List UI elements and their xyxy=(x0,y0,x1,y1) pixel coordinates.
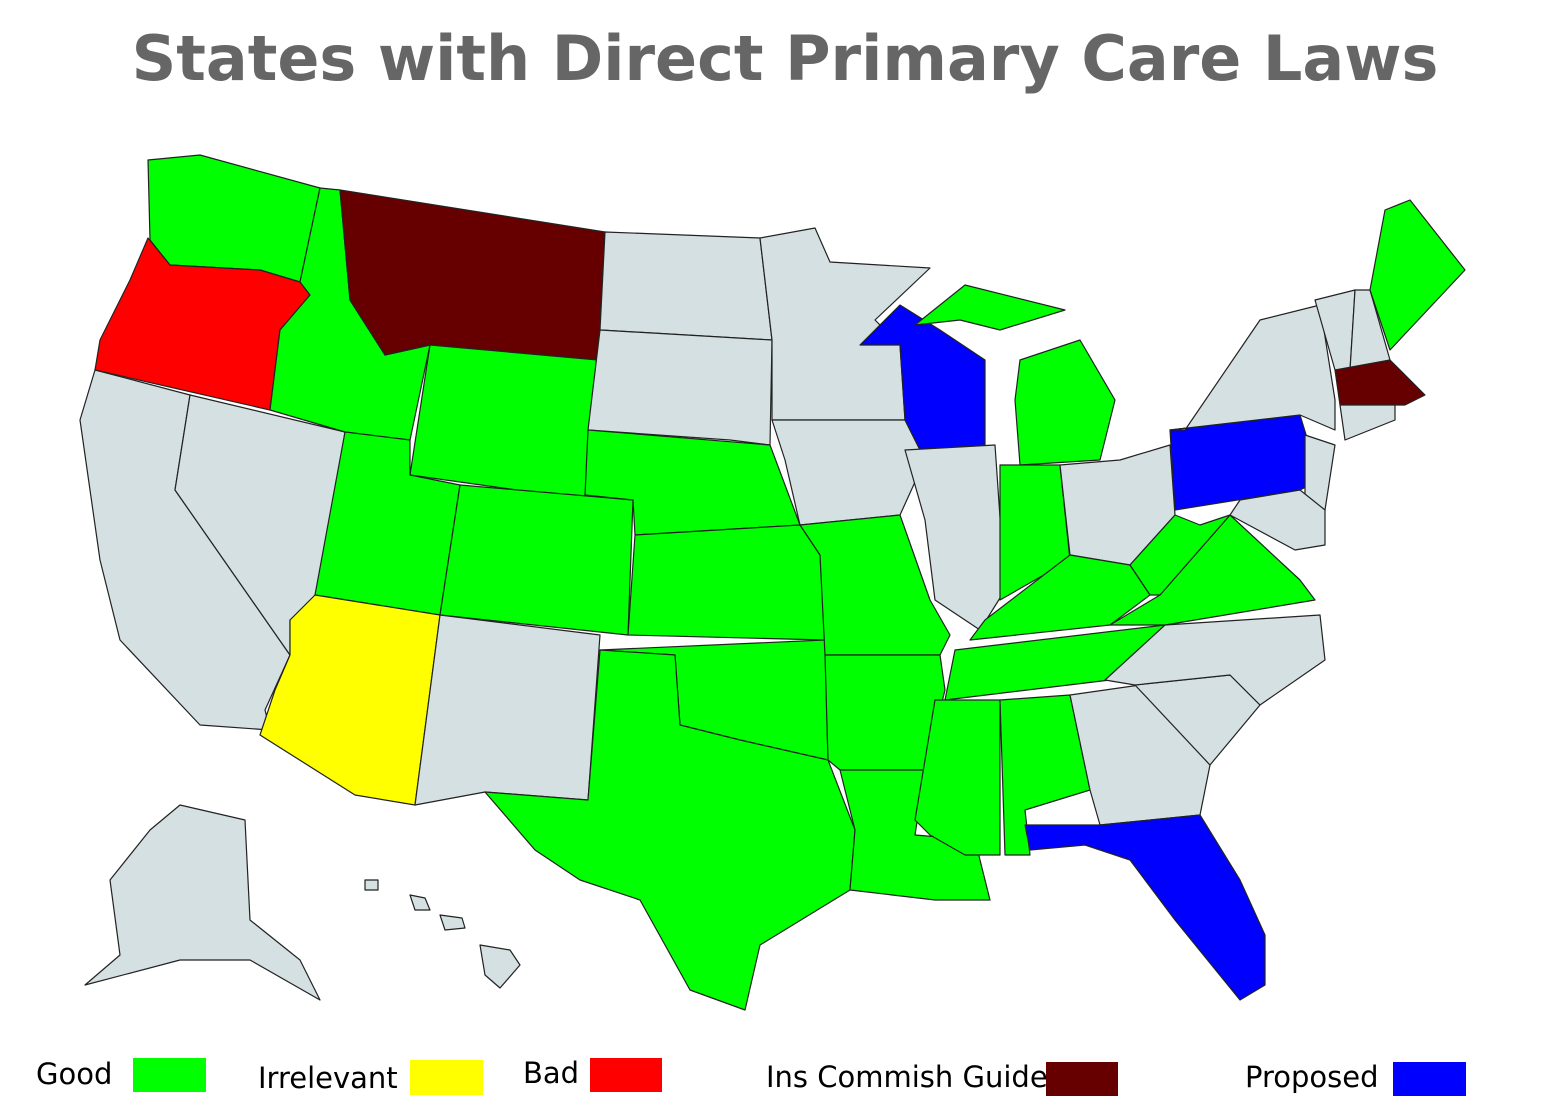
state xyxy=(1024,814,1266,1001)
legend-swatch xyxy=(133,1058,206,1092)
state xyxy=(1169,304,1336,431)
state xyxy=(914,284,1066,331)
state xyxy=(771,419,926,526)
legend-swatch xyxy=(410,1060,483,1095)
legend-label: Irrelevant xyxy=(258,1061,398,1095)
state xyxy=(364,879,379,891)
title: States with Direct Primary Care Laws xyxy=(132,22,1439,95)
legend-swatch xyxy=(1393,1062,1466,1096)
state xyxy=(1339,404,1396,441)
state xyxy=(799,514,951,656)
legend-label: Bad xyxy=(523,1056,579,1090)
state xyxy=(409,344,599,501)
legend-label: Good xyxy=(36,1057,112,1091)
state xyxy=(1104,614,1326,706)
state xyxy=(84,804,321,1001)
state xyxy=(339,189,606,361)
state xyxy=(587,329,773,446)
state xyxy=(484,649,856,1011)
state xyxy=(479,944,521,989)
legend-label: Ins Commish Guide xyxy=(766,1060,1048,1094)
legend-label: Proposed xyxy=(1245,1060,1379,1094)
legend-swatch xyxy=(1046,1062,1118,1096)
state xyxy=(599,231,773,341)
state xyxy=(1334,359,1426,406)
us-map xyxy=(79,154,1466,1011)
state xyxy=(439,914,466,931)
state xyxy=(439,484,634,636)
legend-swatch xyxy=(590,1058,662,1092)
legend: Good Irrelevant Bad Ins Commish Guide Pr… xyxy=(36,1056,1466,1096)
state xyxy=(147,154,321,283)
state xyxy=(627,524,826,641)
state xyxy=(414,614,601,806)
state xyxy=(1229,489,1326,551)
state xyxy=(1014,339,1116,466)
state xyxy=(1369,199,1466,351)
state xyxy=(409,894,431,911)
